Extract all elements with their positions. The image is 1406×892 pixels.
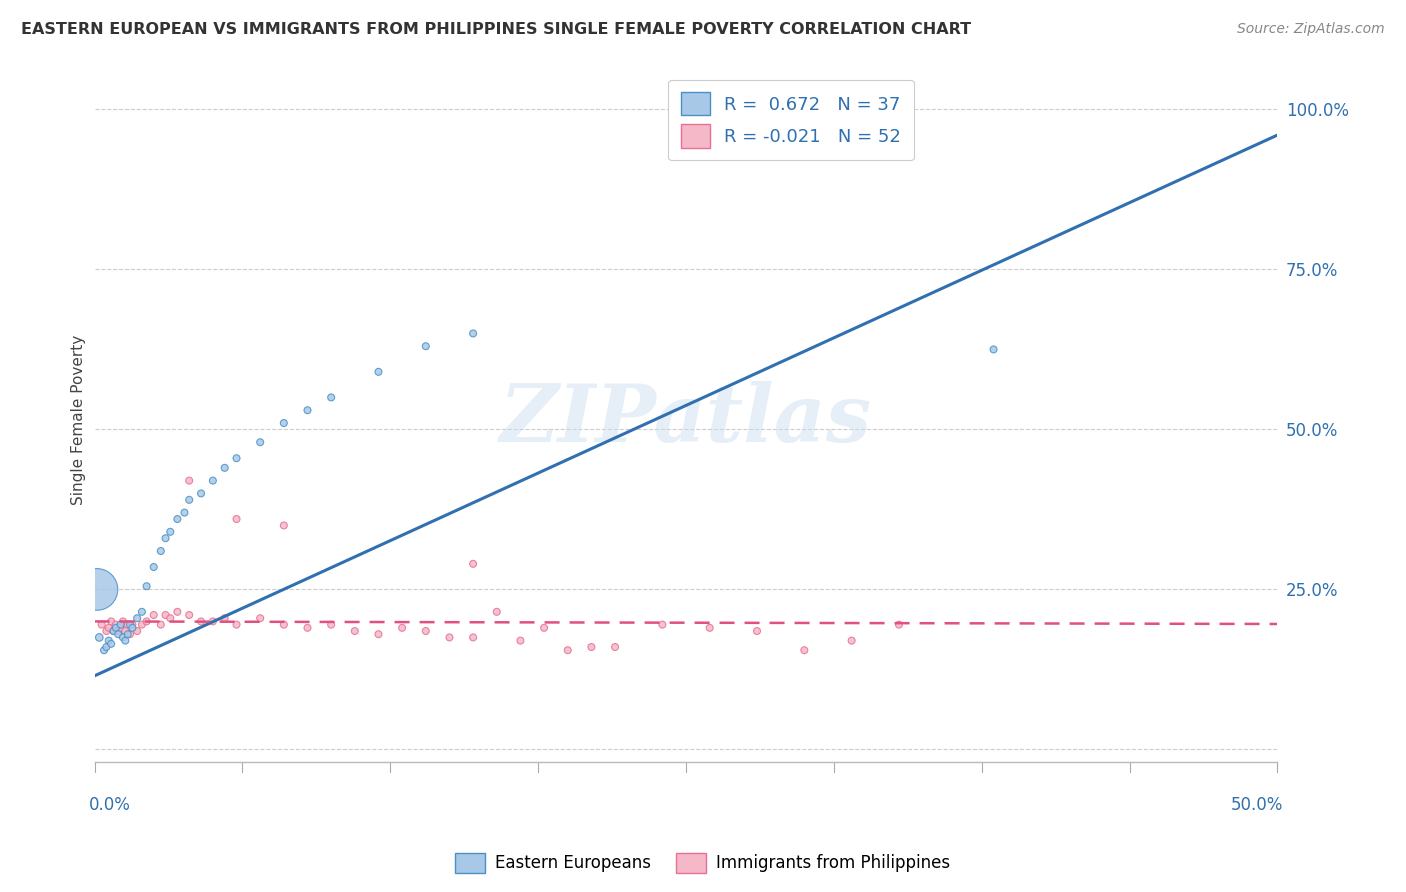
Point [581, 640, 603, 654]
Point [273, 518, 295, 533]
Point [114, 633, 136, 648]
Point [97, 621, 120, 635]
Point [127, 624, 149, 638]
Point [103, 624, 125, 638]
Point [104, 621, 127, 635]
Point [179, 607, 201, 622]
Point [367, 627, 389, 641]
Point [485, 605, 508, 619]
Point [117, 617, 139, 632]
Point [461, 326, 484, 341]
Point [190, 615, 212, 629]
Point [166, 512, 188, 526]
Point [93, 643, 115, 657]
Text: Source: ZipAtlas.com: Source: ZipAtlas.com [1237, 22, 1385, 37]
Point [214, 460, 236, 475]
Point [439, 631, 461, 645]
Point [699, 621, 721, 635]
Point [131, 617, 153, 632]
Point [887, 617, 910, 632]
Point [179, 492, 201, 507]
Point [111, 615, 134, 629]
Point [273, 416, 295, 430]
Point [225, 451, 247, 466]
Point [120, 617, 142, 632]
Point [343, 624, 366, 638]
Point [155, 531, 177, 545]
Point [107, 627, 129, 641]
Point [321, 617, 343, 632]
Point [367, 365, 389, 379]
Point [415, 624, 437, 638]
Point [273, 617, 295, 632]
Point [173, 506, 195, 520]
Point [225, 617, 247, 632]
Point [214, 611, 236, 625]
Point [96, 624, 118, 638]
Point [461, 557, 484, 571]
Point [983, 343, 1005, 357]
Point [90, 617, 112, 632]
Point [415, 339, 437, 353]
Point [651, 617, 673, 632]
Point [190, 486, 212, 500]
Point [142, 560, 165, 574]
Point [297, 403, 319, 417]
Point [603, 640, 626, 654]
Point [297, 621, 319, 635]
Legend: R =  0.672   N = 37, R = -0.021   N = 52: R = 0.672 N = 37, R = -0.021 N = 52 [668, 79, 914, 161]
Point [745, 624, 768, 638]
Point [793, 643, 815, 657]
Text: 50.0%: 50.0% [1232, 797, 1284, 814]
Y-axis label: Single Female Poverty: Single Female Poverty [72, 334, 86, 505]
Point [225, 512, 247, 526]
Point [110, 621, 132, 635]
Point [166, 605, 188, 619]
Point [100, 615, 122, 629]
Point [509, 633, 531, 648]
Point [111, 631, 134, 645]
Point [110, 617, 132, 632]
Point [100, 637, 122, 651]
Point [135, 579, 157, 593]
Point [117, 627, 139, 641]
Point [120, 627, 142, 641]
Point [131, 605, 153, 619]
Point [533, 621, 555, 635]
Point [89, 631, 111, 645]
Point [103, 624, 125, 638]
Point [201, 615, 224, 629]
Point [96, 640, 118, 654]
Point [142, 607, 165, 622]
Point [149, 617, 172, 632]
Point [841, 633, 863, 648]
Point [557, 643, 579, 657]
Point [321, 391, 343, 405]
Point [135, 615, 157, 629]
Point [179, 474, 201, 488]
Point [127, 611, 149, 625]
Point [159, 611, 181, 625]
Point [461, 631, 484, 645]
Text: 0.0%: 0.0% [89, 797, 131, 814]
Point [159, 524, 181, 539]
Point [107, 624, 129, 638]
Point [121, 617, 143, 632]
Point [201, 474, 224, 488]
Text: ZIPatlas: ZIPatlas [501, 381, 872, 458]
Point [114, 624, 136, 638]
Point [104, 617, 127, 632]
Point [155, 607, 177, 622]
Point [86, 582, 108, 597]
Point [149, 544, 172, 558]
Legend: Eastern Europeans, Immigrants from Philippines: Eastern Europeans, Immigrants from Phili… [449, 847, 957, 880]
Point [249, 435, 271, 450]
Point [391, 621, 413, 635]
Text: EASTERN EUROPEAN VS IMMIGRANTS FROM PHILIPPINES SINGLE FEMALE POVERTY CORRELATIO: EASTERN EUROPEAN VS IMMIGRANTS FROM PHIL… [21, 22, 972, 37]
Point [249, 611, 271, 625]
Point [97, 633, 120, 648]
Point [121, 621, 143, 635]
